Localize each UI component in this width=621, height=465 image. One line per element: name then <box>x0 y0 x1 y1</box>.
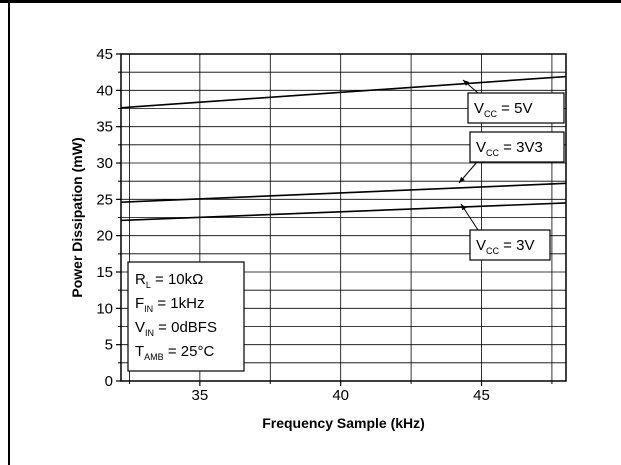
series-label-box <box>467 92 565 124</box>
series-label: VCC = 3V <box>476 237 534 256</box>
series-label-box <box>469 229 551 261</box>
conditions-box-frame <box>127 261 245 372</box>
series-lines <box>120 75 567 222</box>
y-tick-label: 10 <box>96 300 113 317</box>
y-tick-label: 0 <box>105 373 113 390</box>
condition-line: RL = 10kΩ <box>135 271 203 290</box>
x-tick-label: 35 <box>192 387 209 404</box>
y-tick-label: 35 <box>96 119 113 136</box>
condition-line: VIN = 0dBFS <box>135 319 217 338</box>
y-axis-title: Power Dissipation (mW) <box>69 137 85 297</box>
y-tick-label: 5 <box>105 337 113 354</box>
series-label: VCC = 5V <box>474 100 532 119</box>
condition-line: TAMB = 25°C <box>135 343 214 362</box>
condition-line: FIN = 1kHz <box>135 295 204 314</box>
page-frame-top <box>0 0 621 3</box>
y-tick-label: 25 <box>96 191 113 208</box>
page-frame-left <box>8 0 10 465</box>
series-label-box <box>469 131 565 163</box>
series-label: VCC = 3V3 <box>476 139 543 158</box>
series-labels: VCC = 5V VCC = 3V3 VCC = 3V <box>458 79 565 261</box>
y-tick-label: 45 <box>96 46 113 63</box>
y-tick-label: 30 <box>96 155 113 172</box>
y-tick-label: 15 <box>96 264 113 281</box>
grid <box>121 53 566 382</box>
x-axis-title: Frequency Sample (kHz) <box>262 415 425 431</box>
series-line <box>120 202 567 222</box>
y-tick-label: 20 <box>96 228 113 245</box>
y-tick-label: 40 <box>96 82 113 99</box>
series-label-arrowhead <box>463 80 470 86</box>
conditions-box: RL = 10kΩ FIN = 1kHz VIN = 0dBFS TAMB = 25°… <box>127 261 245 372</box>
x-tick-label: 40 <box>332 387 349 404</box>
x-tick-label: 45 <box>473 387 490 404</box>
series-label-arrowhead <box>459 176 465 183</box>
series-line <box>120 182 567 204</box>
series-line <box>120 75 567 109</box>
axis-ticks: 0 5 10 15 20 25 30 35 40 45 35 40 45 <box>96 46 553 404</box>
series-label-arrowhead <box>461 204 467 211</box>
